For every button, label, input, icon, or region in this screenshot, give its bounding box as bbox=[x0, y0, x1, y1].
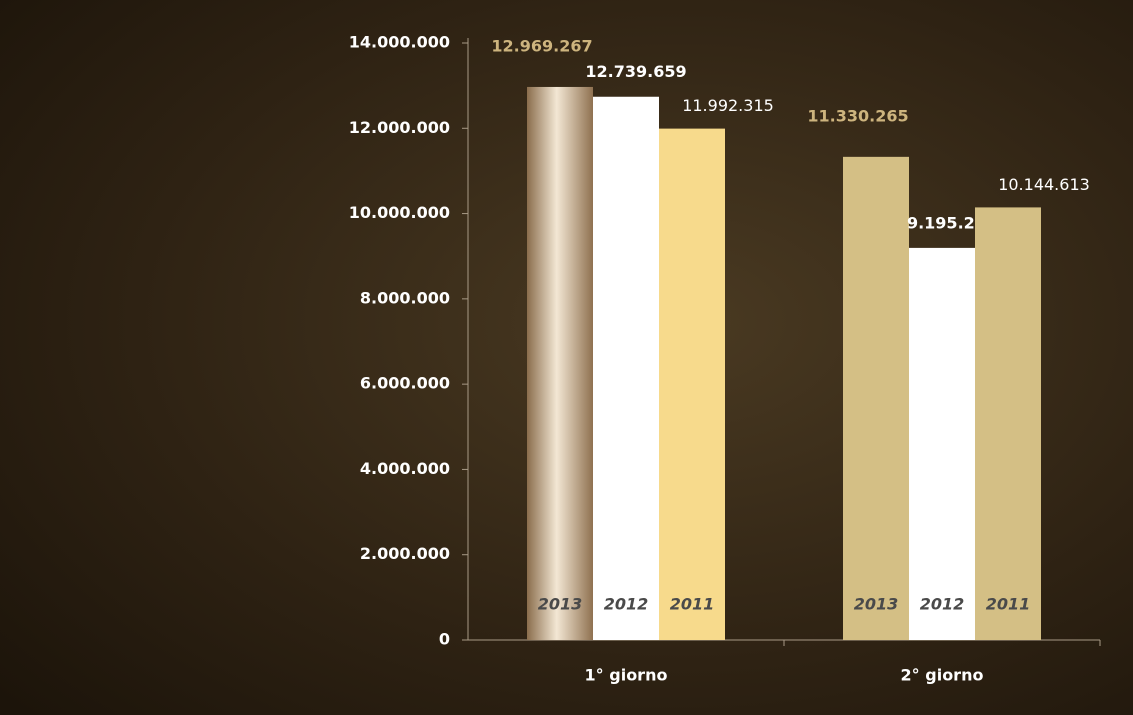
y-tick-label: 4.000.000 bbox=[360, 459, 450, 478]
value-label: 10.144.613 bbox=[998, 175, 1090, 194]
bar-series-label: 2012 bbox=[604, 595, 649, 614]
bar bbox=[659, 129, 725, 640]
chart: 0 2.000.000 4.000.000 6.000.000 8.000.000 10.… bbox=[0, 0, 1133, 715]
bar-series-label: 2013 bbox=[854, 595, 899, 614]
bar-series-label: 2013 bbox=[538, 595, 583, 614]
value-label: 11.330.265 bbox=[807, 106, 908, 125]
value-label: 12.969.267 bbox=[491, 36, 592, 55]
y-tick-label: 2.000.000 bbox=[360, 544, 450, 563]
bar bbox=[909, 248, 975, 640]
value-label: 11.992.315 bbox=[682, 96, 774, 115]
bar bbox=[593, 97, 659, 640]
y-tick-label: 6.000.000 bbox=[360, 374, 450, 393]
y-tick-label: 10.000.000 bbox=[349, 203, 450, 222]
y-tick-label: 12.000.000 bbox=[349, 118, 450, 137]
page: {"chart_data": {"type": "bar", "categori… bbox=[0, 0, 1133, 715]
y-tick-label: 0 bbox=[439, 630, 450, 649]
bar bbox=[975, 207, 1041, 640]
bar-series-label: 2011 bbox=[670, 595, 715, 614]
bar-series-label: 2011 bbox=[986, 595, 1031, 614]
x-tick-label: 1° giorno bbox=[585, 666, 668, 685]
x-tick-label: 2° giorno bbox=[901, 666, 984, 685]
y-tick-label: 14.000.000 bbox=[349, 33, 450, 52]
bar bbox=[843, 157, 909, 640]
y-tick-label: 8.000.000 bbox=[360, 288, 450, 307]
value-label: 12.739.659 bbox=[585, 62, 686, 81]
bar bbox=[527, 87, 593, 640]
bar-series-label: 2012 bbox=[920, 595, 965, 614]
